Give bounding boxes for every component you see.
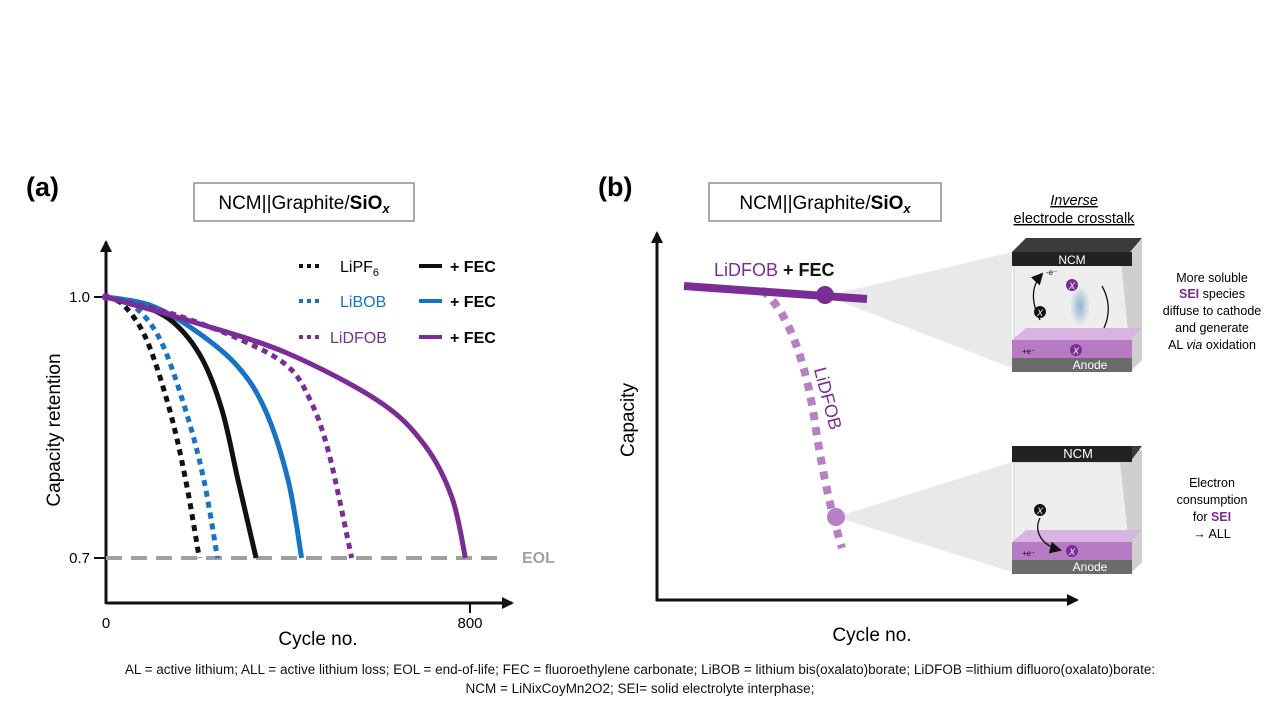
footnote-line-2: NCM = LiNixCoyMn2O2; SEI= solid electrol… [465,681,815,696]
panel-a-y-label: Capacity retention [44,353,65,506]
legend-label-lidfob-fec: + FEC [450,330,496,347]
series-line-libob-fec [105,294,305,559]
legend-label-lipf6-fec: + FEC [450,259,496,276]
species-x-top-3 [1070,344,1082,356]
panel-b-label: (b) [598,172,632,202]
panel-a: (a) NCM||Graphite/SiOx 1.0 0.7 0 800 Cyc… [26,172,555,650]
arrow-b-bottom [1037,517,1062,554]
panel-a-series [102,293,468,559]
panel-a-title-prefix: NCM||Graphite/ [218,193,350,214]
anode-layer-top [1012,328,1142,340]
panel-b-y-label: Capacity [618,383,639,457]
cell-schematic-bottom: NCM Anode X X +e⁻ [1012,446,1142,574]
panel-b-x-label: Cycle no. [832,625,911,646]
svg-text:and generate: and generate [1175,321,1249,335]
crosstalk-title-italic: Inverse [1050,193,1098,209]
species-x-label-bottom-2: X [1068,547,1076,557]
species-x-label-top-2: X [1036,308,1044,318]
x-tick-label-0: 0 [102,615,110,632]
panel-a-x-label: Cycle no. [278,629,357,650]
ncm-plate-top [1012,238,1142,252]
footnote-line-1: AL = active lithium; ALL = active lithiu… [124,662,1156,677]
species-x-bottom-1 [1034,504,1046,516]
crosstalk-title-rest: electrode crosstalk [1014,211,1136,227]
panel-b-title-box: NCM||Graphite/SiOx [708,182,942,222]
electron-plus-bottom: +e⁻ [1022,549,1035,558]
svg-text:More soluble: More soluble [1176,271,1248,285]
eol-label: EOL [522,550,555,567]
panel-b-title-sub: x [902,201,911,216]
footnote: AL = active lithium; ALL = active lithiu… [40,660,1240,698]
ncm-label-top: NCM [1058,253,1085,267]
anode-label-top: Anode [1073,358,1108,372]
panel-a-title-sub: x [381,201,390,216]
marker-fec [816,286,834,304]
label-b-lidfob: LiDFOB [810,365,846,432]
species-x-top-2 [1034,306,1046,318]
species-x-top-1 [1066,279,1078,291]
svg-text:AL via oxidation: AL via oxidation [1168,338,1256,352]
series-b-lidfob [759,286,846,550]
species-x-bottom-2 [1066,545,1078,557]
panel-a-title-bold: SiO [350,193,383,214]
electron-plus-top: +e⁻ [1022,347,1035,356]
note-bottom: Electron consumption for SEI → ALL [1177,476,1248,541]
species-x-label-top-1: X [1068,281,1076,291]
y-tick-label-07: 0.7 [69,550,90,567]
cone-bottom [836,462,1012,572]
legend-label-lipf6: LiPF6 [340,259,379,279]
y-tick-label-1: 1.0 [69,289,90,306]
svg-text:→ ALL: → ALL [1193,527,1231,541]
panel-b-title-prefix: NCM||Graphite/ [739,193,871,214]
note-top: More soluble SEI species diffuse to cath… [1163,271,1262,352]
svg-text:NCM||Graphite/SiOx: NCM||Graphite/SiOx [218,193,390,216]
svg-text:SEI species: SEI species [1179,287,1245,301]
panel-b-title-bold: SiO [871,193,904,214]
marker-plain [827,508,845,526]
svg-text:NCM||Graphite/SiOx: NCM||Graphite/SiOx [739,193,911,216]
cone-top [826,252,1012,368]
svg-text:diffuse to cathode: diffuse to cathode [1163,304,1262,318]
electron-minus-top: -e⁻ [1046,268,1057,277]
anode-layer-bottom [1012,530,1142,542]
svg-text:for SEI: for SEI [1193,510,1231,524]
label-b-lidfob-fec: LiDFOB + FEC [714,260,835,280]
svg-text:consumption: consumption [1177,493,1248,507]
arrow-down-top [1101,285,1109,329]
x-tick-label-800: 800 [457,615,482,632]
legend-label-libob: LiBOB [340,294,386,311]
ncm-label-bottom: NCM [1063,446,1093,461]
species-x-label-bottom-1: X [1036,506,1044,516]
series-line-lidfob-fec [105,294,468,559]
species-x-label-top-3: X [1072,346,1080,356]
panel-a-title-box: NCM||Graphite/SiOx [193,182,415,222]
panel-a-label: (a) [26,172,59,202]
panel-b: (b) NCM||Graphite/SiOx Cycle no. Capacit… [598,172,1261,646]
cell-schematic-top: NCM Anode X X X -e⁻ +e⁻ [1012,238,1142,372]
anode-label-bottom: Anode [1073,560,1108,574]
legend-label-lidfob: LiDFOB [330,330,387,347]
svg-text:Electron: Electron [1189,476,1235,490]
series-b-lidfob-fec [683,282,868,303]
legend-label-libob-fec: + FEC [450,294,496,311]
panel-a-legend: LiPF6 + FEC LiBOB + FEC LiDFOB + FEC [299,259,496,347]
series-start-point [102,293,110,301]
sei-species-blur [1070,286,1090,326]
